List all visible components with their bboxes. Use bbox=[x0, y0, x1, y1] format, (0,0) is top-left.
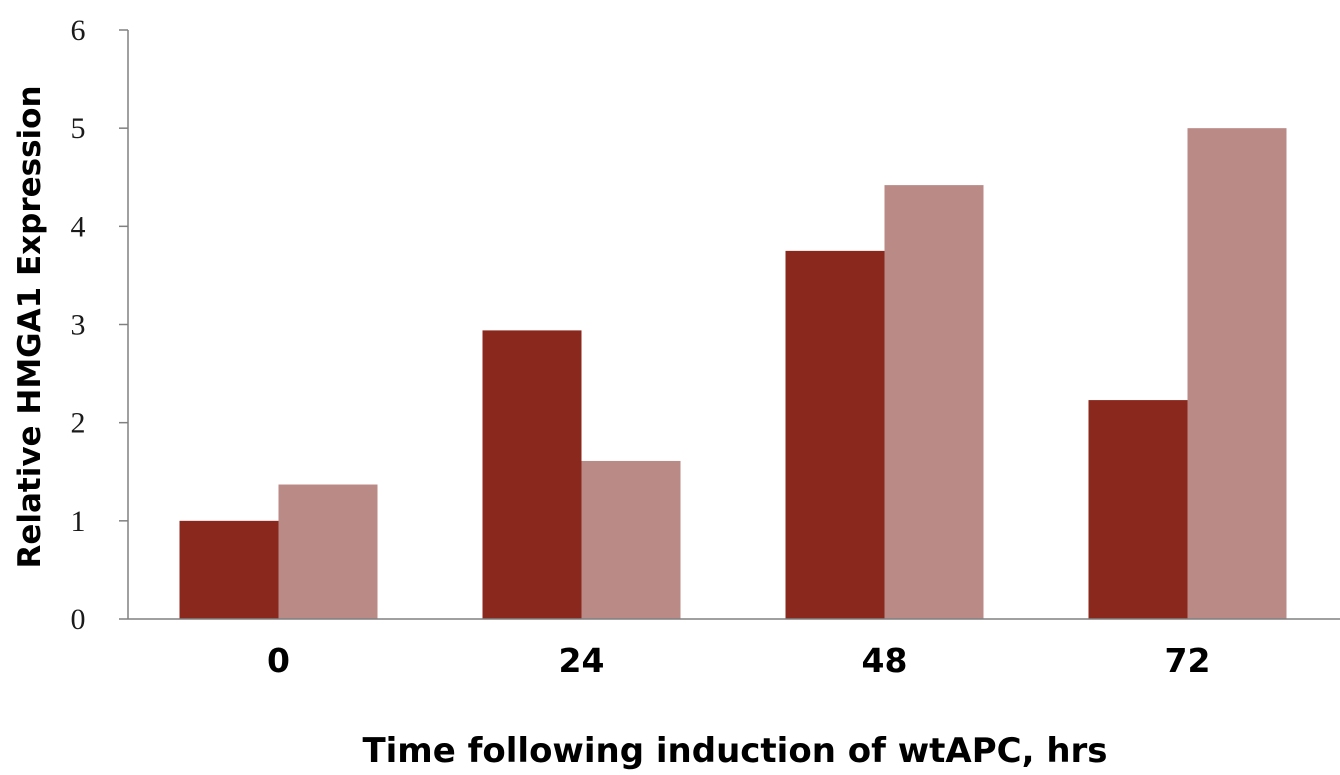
y-tick-label: 6 bbox=[71, 14, 86, 47]
y-tick-label: 4 bbox=[71, 210, 86, 243]
x-category-label: 72 bbox=[1165, 641, 1211, 680]
y-tick-label: 5 bbox=[71, 112, 86, 145]
bar-series-2-cat-0 bbox=[278, 484, 378, 619]
y-tick-label: 2 bbox=[71, 407, 86, 440]
y-tick-label: 0 bbox=[71, 603, 86, 636]
y-axis-ticks: 0 1 2 3 4 5 6 bbox=[71, 14, 128, 636]
x-axis-title: Time following induction of wtAPC, hrs bbox=[362, 731, 1107, 771]
x-category-label: 24 bbox=[559, 641, 605, 680]
x-category-label: 0 bbox=[267, 641, 290, 680]
y-tick-label: 3 bbox=[71, 309, 86, 342]
bar-series-2-cat-72 bbox=[1187, 128, 1287, 619]
bar-series-1-cat-24 bbox=[482, 330, 582, 619]
x-category-label: 48 bbox=[862, 641, 908, 680]
bar-series-1-cat-0 bbox=[179, 520, 279, 619]
bar-series-2-cat-48 bbox=[884, 185, 984, 619]
y-tick-label: 1 bbox=[71, 505, 86, 538]
bar-series-1-cat-48 bbox=[785, 250, 885, 619]
y-axis-title: Relative HMGA1 Expression bbox=[12, 85, 48, 568]
x-axis-categories: 0 24 48 72 bbox=[267, 641, 1210, 680]
bar-series-1-cat-72 bbox=[1088, 400, 1188, 619]
bars-group bbox=[179, 128, 1287, 619]
bar-series-2-cat-24 bbox=[581, 460, 681, 619]
